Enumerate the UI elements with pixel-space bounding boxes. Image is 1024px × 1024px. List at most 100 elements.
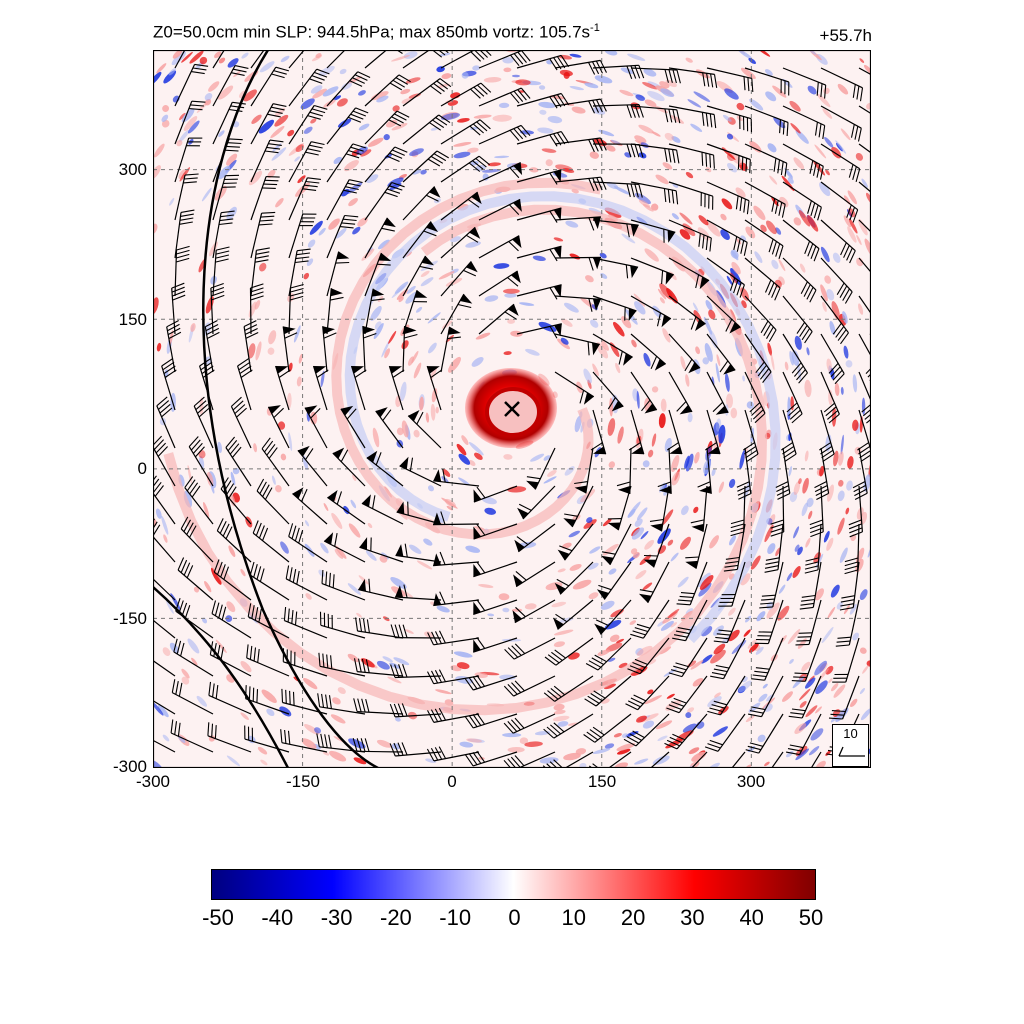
vorticity-cell <box>457 117 470 123</box>
wind-barb <box>319 611 366 639</box>
vorticity-cell <box>472 65 480 71</box>
vorticity-cell <box>563 752 581 761</box>
vorticity-cell <box>604 683 616 690</box>
vorticity-cell <box>298 353 303 364</box>
vorticity-cell <box>228 545 236 557</box>
vorticity-cell <box>427 485 435 492</box>
vorticity-cell <box>702 357 710 365</box>
vorticity-cell <box>267 169 276 179</box>
wind-barb <box>364 110 410 145</box>
wind-barb <box>230 396 252 449</box>
vorticity-cell <box>642 720 655 729</box>
wind-barb <box>326 179 363 221</box>
vorticity-cell <box>642 81 658 90</box>
wind-barb <box>563 485 594 528</box>
vorticity-cell <box>728 629 740 642</box>
vorticity-cell <box>484 295 499 302</box>
wind-barb <box>180 516 214 563</box>
vorticity-cell <box>621 316 632 329</box>
rainband <box>331 177 602 540</box>
vorticity-cell <box>631 339 637 348</box>
wind-barb <box>426 365 443 411</box>
wind-barb <box>433 591 480 607</box>
vorticity-cell <box>339 68 347 75</box>
vorticity-cell <box>644 695 662 705</box>
vorticity-cell <box>698 582 712 597</box>
wind-barb <box>473 485 518 503</box>
vorticity-cell <box>617 426 624 444</box>
vorticity-cell <box>227 58 239 68</box>
vorticity-cell <box>453 651 473 658</box>
vorticity-cell <box>518 302 535 306</box>
wind-barb <box>690 751 708 768</box>
vorticity-cell <box>651 386 659 393</box>
wind-barb <box>668 219 712 252</box>
vorticity-cell <box>465 241 481 248</box>
vorticity-cell <box>607 418 616 436</box>
wind-barb <box>557 523 594 561</box>
wind-barb <box>402 78 452 107</box>
vorticity-cell <box>328 218 341 230</box>
vorticity-cell <box>852 374 858 393</box>
vorticity-cell <box>335 227 347 239</box>
colorbar-tick-label: 10 <box>561 905 587 930</box>
wind-barb <box>592 219 639 238</box>
wind-barb <box>514 523 556 553</box>
vorticity-cell <box>634 758 649 765</box>
vorticity-cell <box>814 144 827 159</box>
colorbar-tick-label: 0 <box>508 905 521 930</box>
vorticity-cell <box>764 524 774 543</box>
wind-barb <box>390 664 442 679</box>
vorticity-cell <box>865 192 871 205</box>
vorticity-cell <box>163 534 168 543</box>
wind-barb <box>282 648 328 677</box>
wind-barb <box>225 436 252 487</box>
vorticity-cell <box>408 544 422 555</box>
wind-barb <box>478 235 522 259</box>
wind-barb <box>478 87 531 107</box>
wind-barb <box>810 751 822 768</box>
vorticity-cell <box>571 106 586 114</box>
vorticity-cell <box>275 485 282 493</box>
wind-barb <box>625 675 670 711</box>
vorticity-cell <box>405 629 414 634</box>
wind-barb <box>820 295 849 345</box>
wind-barb <box>473 599 518 615</box>
wind-barb <box>835 599 860 647</box>
wind-barb <box>326 50 346 69</box>
vorticity-cell <box>817 93 831 108</box>
vorticity-cell <box>430 403 436 421</box>
wind-barb <box>174 100 206 145</box>
vorticity-cell <box>507 746 525 753</box>
vorticity-cell <box>201 187 212 202</box>
vorticity-cell <box>215 639 227 654</box>
wind-barb <box>516 207 562 223</box>
vorticity-cell <box>300 98 315 110</box>
wind-barb <box>473 636 518 653</box>
vorticity-cell <box>435 689 452 695</box>
vorticity-cell <box>819 182 831 197</box>
wind-barb <box>516 131 570 147</box>
vorticity-cell <box>539 109 547 115</box>
vorticity-cell <box>806 347 810 356</box>
vorticity-cell <box>837 83 849 95</box>
vorticity-cell <box>226 601 236 613</box>
vorticity-cell <box>178 169 187 179</box>
vorticity-cell <box>858 303 864 315</box>
wind-barb <box>326 214 359 259</box>
vorticity-cell <box>710 649 726 664</box>
vorticity-cell <box>671 471 681 486</box>
vorticity-cell <box>667 608 680 619</box>
vorticity-cell <box>838 451 844 466</box>
wind-barb <box>275 365 291 411</box>
vorticity-cell <box>667 539 674 546</box>
vorticity-cell <box>847 456 854 469</box>
vorticity-cell <box>589 151 599 159</box>
vorticity-cell <box>758 693 768 702</box>
wind-barb <box>427 707 480 723</box>
vorticity-cell <box>232 467 240 475</box>
wind-barb <box>402 114 451 145</box>
vorticity-cell <box>794 722 807 735</box>
vorticity-cell <box>459 741 474 748</box>
wind-barb <box>464 750 518 767</box>
